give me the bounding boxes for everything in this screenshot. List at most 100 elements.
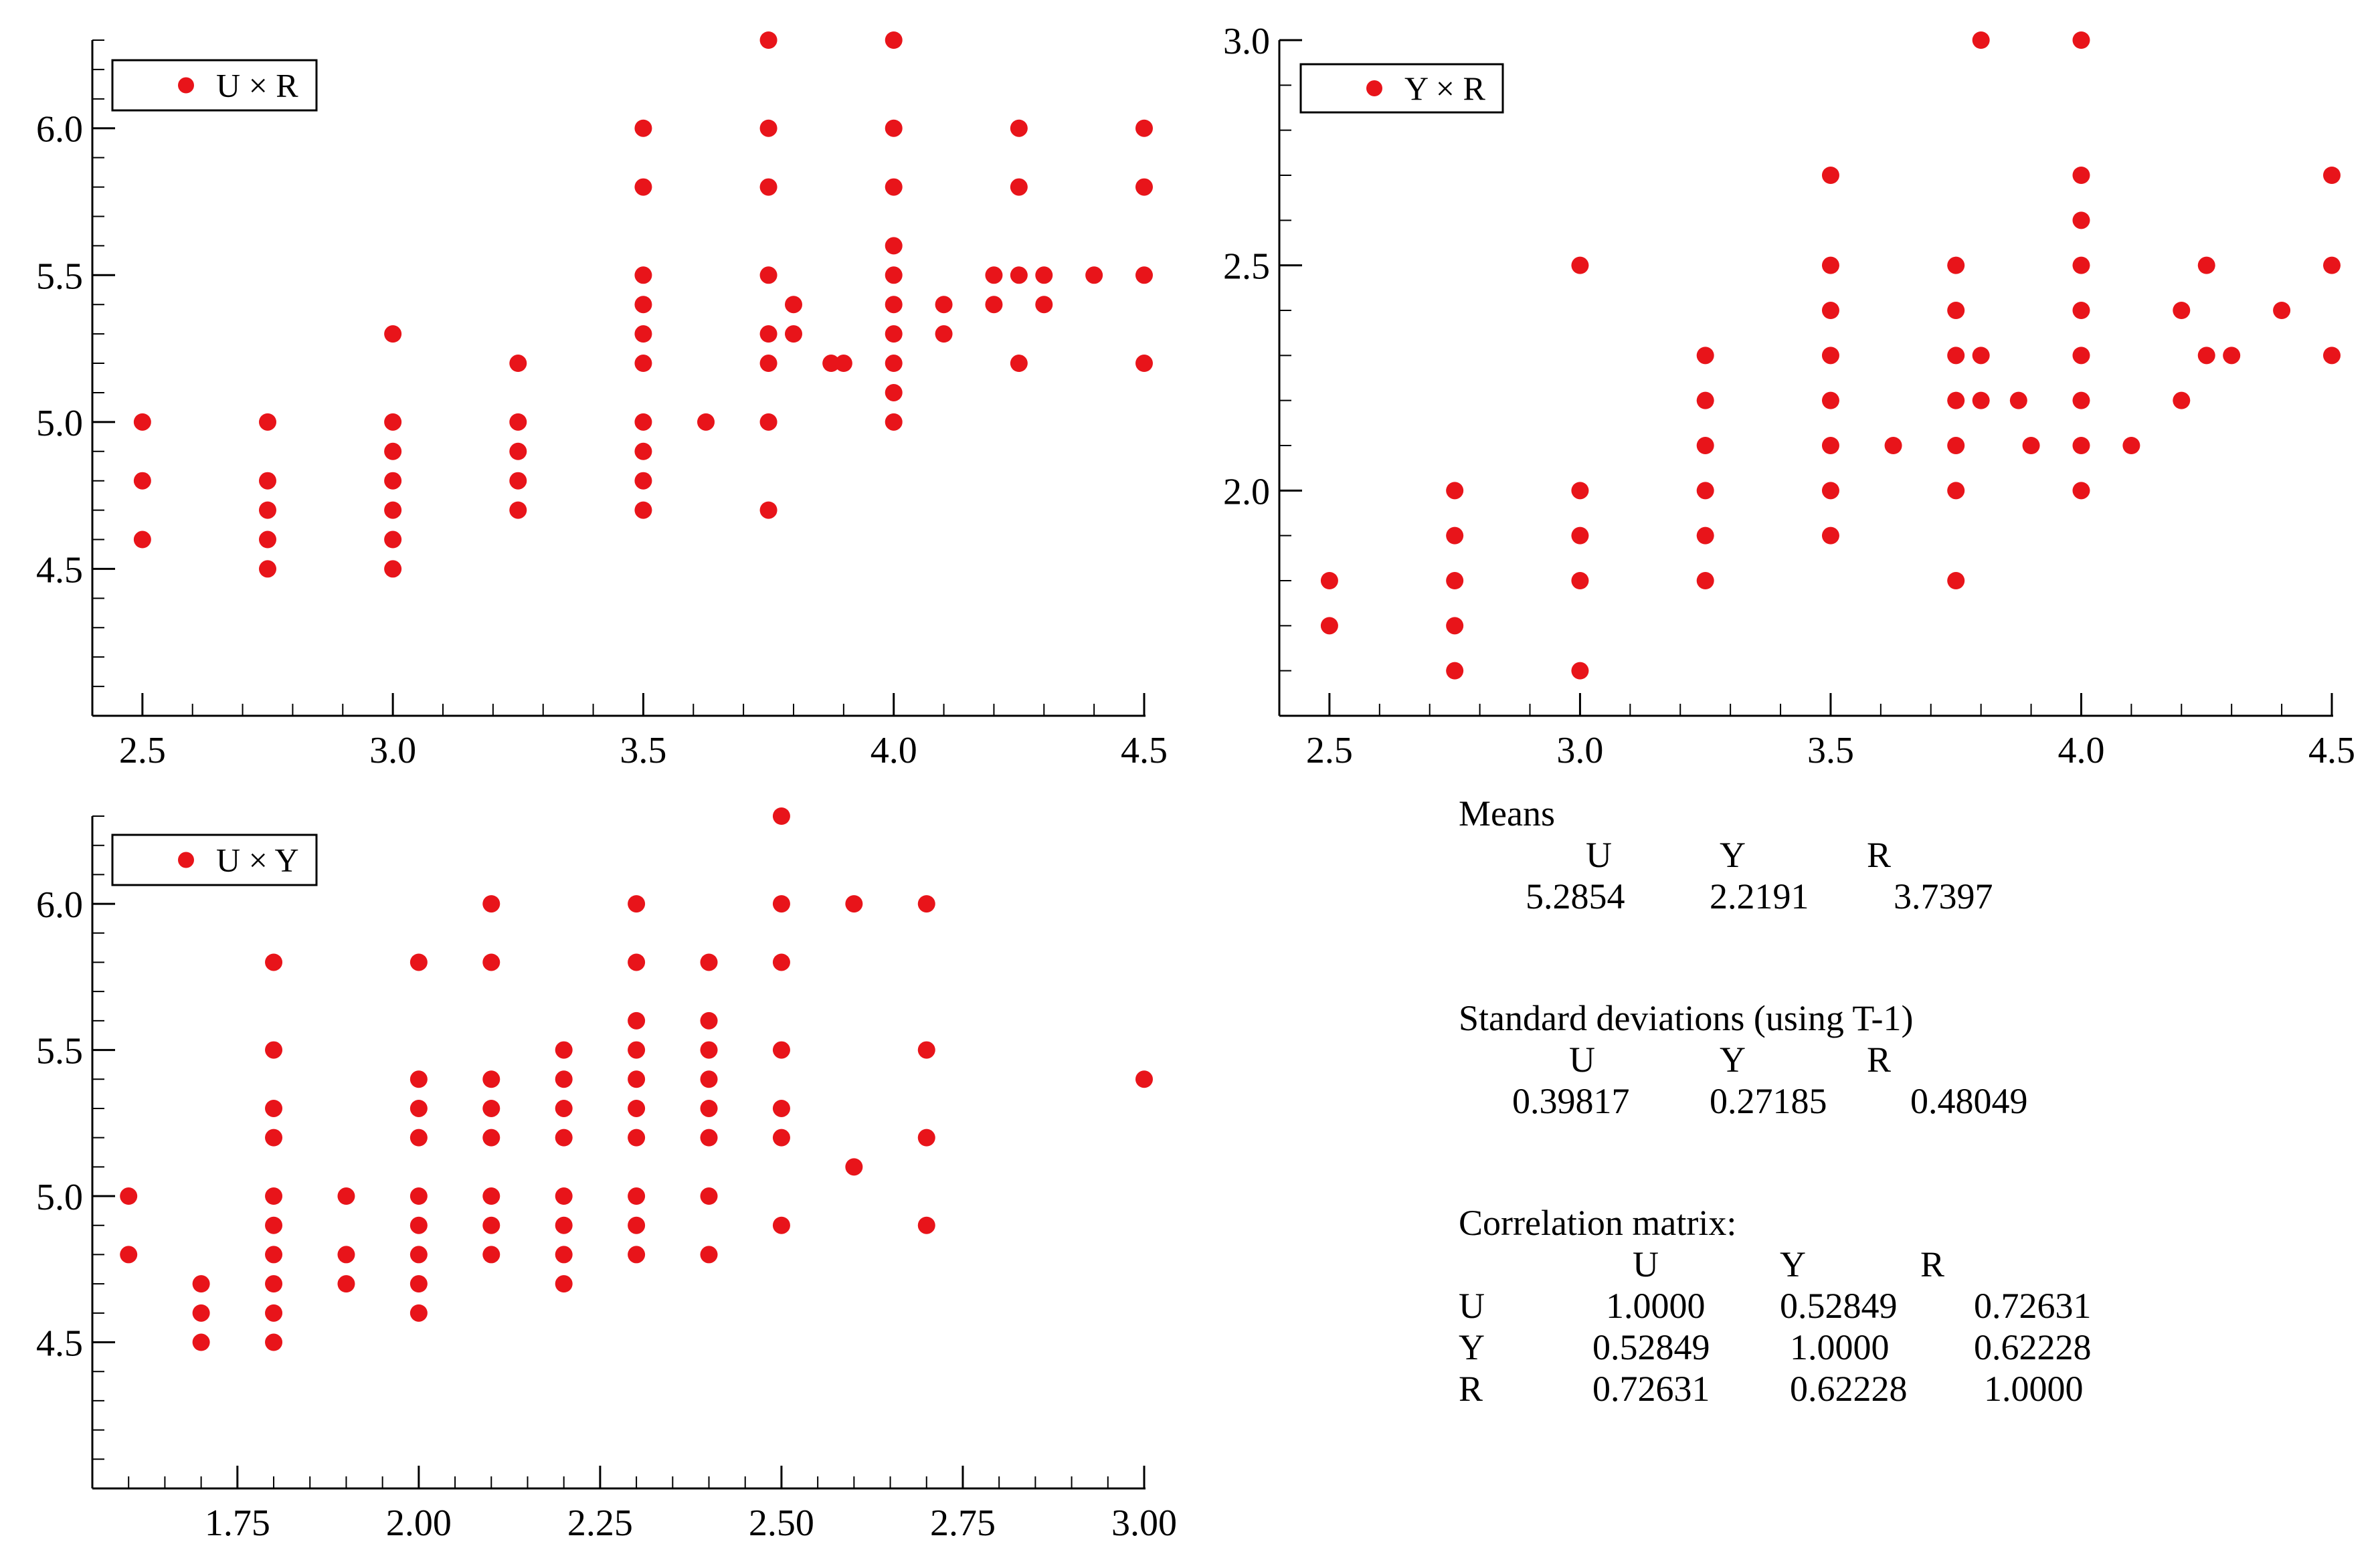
data-point <box>885 31 903 49</box>
corr-cell: 0.72631 <box>1974 1286 2092 1326</box>
data-point <box>1135 1070 1153 1088</box>
data-point <box>1035 296 1053 314</box>
data-point <box>2072 211 2090 229</box>
data-point <box>1135 178 1153 196</box>
data-point <box>1085 266 1103 284</box>
data-point <box>759 413 777 431</box>
y-tick-label: 5.0 <box>36 403 83 444</box>
correlation-title: Correlation matrix: <box>1459 1203 1737 1243</box>
data-point <box>785 325 802 343</box>
data-point <box>1446 662 1464 680</box>
data-point <box>409 1275 428 1293</box>
legend-marker <box>178 852 194 868</box>
data-point <box>265 1333 283 1351</box>
means-header-u: U <box>1586 835 1612 875</box>
data-point <box>885 413 903 431</box>
y-tick-label: 6.0 <box>36 884 83 926</box>
data-point <box>482 1070 500 1088</box>
data-point <box>759 178 777 196</box>
means-header-y: Y <box>1720 835 1746 875</box>
data-point <box>509 413 527 431</box>
data-point <box>2072 482 2090 500</box>
data-point <box>772 1129 790 1147</box>
data-point <box>772 953 790 971</box>
legend-marker <box>1366 80 1382 96</box>
y-tick-label: 4.5 <box>36 1323 83 1365</box>
data-point <box>409 1216 428 1234</box>
data-point <box>2273 302 2291 319</box>
data-point <box>265 1275 283 1293</box>
data-point <box>1571 526 1589 545</box>
data-point <box>259 560 276 578</box>
means-block: Means U Y R 5.2854 2.2191 3.7397 <box>1459 793 2328 917</box>
corr-cell: 0.62228 <box>1790 1369 1908 1409</box>
x-tick-label: 3.0 <box>1556 730 1603 771</box>
data-point <box>700 1041 718 1059</box>
data-point <box>634 501 652 519</box>
data-point <box>2122 437 2140 454</box>
data-point <box>555 1216 573 1234</box>
corr-row-label: U <box>1459 1286 1485 1326</box>
data-point <box>482 1187 500 1205</box>
data-point <box>2197 256 2215 274</box>
corr-cell: 0.52849 <box>1592 1327 1710 1367</box>
data-point <box>1821 256 1839 274</box>
data-point <box>885 119 903 137</box>
data-point <box>917 1041 935 1059</box>
std-block: Standard deviations (using T-1) U Y R 0.… <box>1459 997 2328 1122</box>
data-point <box>555 1041 573 1059</box>
data-point <box>772 1099 790 1117</box>
x-tick-label: 4.5 <box>2308 730 2355 771</box>
data-point <box>409 1070 428 1088</box>
data-point <box>628 895 646 913</box>
y-tick-label: 2.0 <box>1223 471 1270 512</box>
data-point <box>2072 391 2090 409</box>
data-point <box>2323 256 2341 274</box>
data-point <box>409 1187 428 1205</box>
y-tick-label: 5.5 <box>36 256 83 297</box>
correlation-row-y: Y 0.52849 1.0000 0.62228 <box>1459 1327 2328 1368</box>
data-point <box>634 178 652 196</box>
data-point <box>555 1070 573 1088</box>
data-point <box>785 296 802 314</box>
corr-cell: 0.62228 <box>1974 1327 2092 1367</box>
data-point <box>1972 31 1990 49</box>
std-header-u: U <box>1569 1040 1595 1080</box>
legend: U × R <box>111 59 318 112</box>
data-point <box>259 530 276 549</box>
data-point <box>1947 302 1965 319</box>
mean-y-value: 2.2191 <box>1710 876 1809 916</box>
data-point <box>634 119 652 137</box>
data-point <box>1446 617 1464 635</box>
data-point <box>409 1099 428 1117</box>
data-point <box>985 296 1003 314</box>
data-point <box>1696 347 1714 365</box>
data-point <box>885 237 903 255</box>
y-tick-label: 6.0 <box>36 109 83 151</box>
data-point <box>822 355 840 373</box>
data-point <box>1821 302 1839 319</box>
data-point <box>409 953 428 971</box>
corr-cell: 1.0000 <box>1984 1369 2084 1409</box>
x-tick-label: 4.0 <box>871 730 917 771</box>
std-value-row: 0.39817 0.27185 0.48049 <box>1459 1080 2328 1122</box>
data-point <box>935 296 953 314</box>
data-point <box>1884 437 1902 454</box>
data-point <box>885 178 903 196</box>
data-point <box>265 1216 283 1234</box>
data-point <box>1446 572 1464 589</box>
data-point <box>555 1187 573 1205</box>
data-point <box>917 1216 935 1234</box>
data-point <box>2223 347 2241 365</box>
x-tick-label: 1.75 <box>205 1502 270 1544</box>
data-point <box>2173 302 2191 319</box>
data-point <box>482 1246 500 1264</box>
data-point <box>1010 119 1028 137</box>
panel-u-by-y: 1.75 2.00 2.25 2.50 2.75 3.00 4.5 5.0 5.5 6.0 U × … <box>36 807 1177 1544</box>
data-point <box>1135 355 1153 373</box>
corr-cell: 1.0000 <box>1606 1286 1706 1326</box>
data-point <box>192 1304 210 1322</box>
data-point <box>2072 437 2090 454</box>
std-u-value: 0.39817 <box>1512 1081 1630 1121</box>
data-point <box>1696 437 1714 454</box>
